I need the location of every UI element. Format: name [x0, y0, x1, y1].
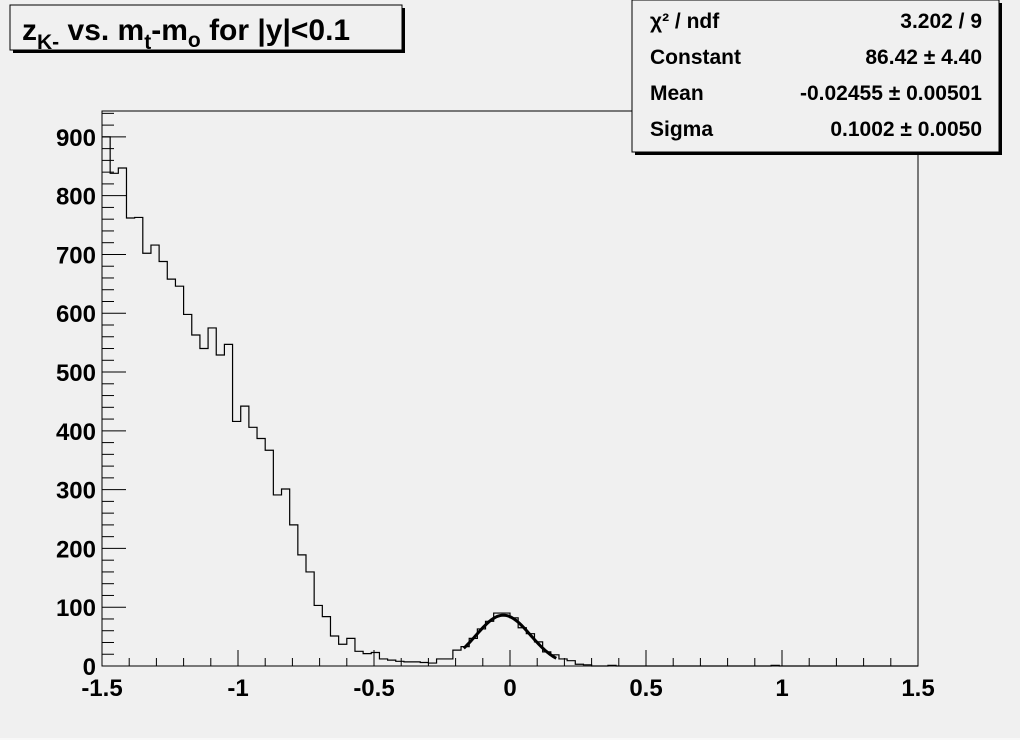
y-tick-label: 800 — [56, 184, 96, 211]
x-tick-label: 1 — [775, 675, 788, 702]
axes: -1.5 -1 -0.5 0 0.5 1 1.5 0 100 200 300 400 500 600 700… — [56, 112, 935, 702]
y-tick-label: 0 — [83, 654, 96, 681]
y-tick-label: 500 — [56, 360, 96, 387]
y-tick-label: 600 — [56, 301, 96, 328]
chart-title-box: zK- vs. mt-mo for |y|<0.1 — [9, 4, 405, 54]
x-tick-label: 0.5 — [629, 675, 662, 702]
stats-value: 86.42 ± 4.40 — [865, 46, 982, 69]
gaussian-fit-curve — [462, 613, 557, 660]
y-tick-label: 700 — [56, 242, 96, 269]
stats-label: χ² / ndf — [650, 10, 720, 33]
stats-label: Mean — [650, 82, 704, 105]
stats-label: Sigma — [650, 118, 713, 141]
plot-frame — [101, 110, 919, 667]
stats-value: 0.1002 ± 0.0050 — [830, 118, 982, 141]
stats-value: 3.202 / 9 — [900, 10, 982, 33]
x-tick-label: -1 — [227, 675, 248, 702]
y-tick-label: 200 — [56, 536, 96, 563]
y-tick-label: 400 — [56, 419, 96, 446]
x-tick-label: 1.5 — [901, 675, 934, 702]
stats-value: -0.02455 ± 0.00501 — [800, 82, 982, 105]
y-tick-label: 900 — [56, 125, 96, 152]
fit-stats-box: χ² / ndf 3.202 / 9 Constant 86.42 ± 4.40 Mea… — [631, 0, 1002, 155]
chart-title: zK- vs. mt-mo for |y|<0.1 — [22, 14, 350, 54]
x-tick-label: 0 — [503, 675, 516, 702]
histogram-line — [102, 136, 918, 667]
x-tick-label: -1.5 — [81, 675, 122, 702]
stats-label: Constant — [650, 46, 741, 69]
y-tick-label: 300 — [56, 478, 96, 505]
x-tick-label: -0.5 — [353, 675, 394, 702]
y-tick-label: 100 — [56, 595, 96, 622]
